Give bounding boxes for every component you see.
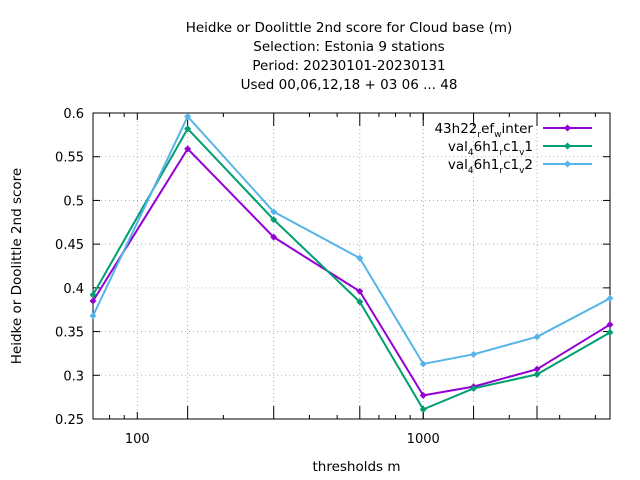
legend-marker: [564, 161, 571, 167]
data-point: [607, 329, 613, 336]
y-tick-label: 0.4: [63, 282, 84, 297]
data-point: [534, 334, 540, 340]
data-point: [271, 217, 277, 223]
x-tick-label: 100: [125, 432, 150, 447]
legend-label-part: 1: [524, 139, 533, 155]
legend-label-subscript: 4: [468, 166, 474, 176]
legend-label-part: 43h22: [434, 121, 477, 137]
data-point: [271, 234, 277, 240]
legend-label-part: 2: [524, 157, 533, 173]
legend-label-subscript: w: [494, 130, 501, 140]
title-line-3: Period: 20230101-20230131: [252, 58, 445, 74]
legend-marker: [564, 143, 571, 149]
legend-label-part: val: [448, 157, 468, 173]
y-tick-label: 0.45: [55, 238, 84, 253]
data-point: [185, 146, 191, 152]
data-point: [185, 126, 191, 132]
legend-label-subscript: r: [499, 148, 503, 158]
data-point: [534, 366, 540, 372]
y-tick-label: 0.25: [55, 413, 84, 428]
series-line: [92, 115, 611, 365]
y-tick-label: 0.55: [55, 151, 84, 166]
legend-marker: [564, 125, 571, 131]
legend-label-part: c1: [503, 139, 519, 155]
title-line-1: Heidke or Doolittle 2nd score for Cloud …: [186, 20, 513, 36]
series-line: [92, 147, 611, 397]
y-axis-label: Heidke or Doolittle 2nd score: [9, 168, 25, 364]
legend-label-part: 6h1: [474, 139, 500, 155]
data-point: [90, 298, 96, 304]
x-tick-label: 1000: [407, 432, 440, 447]
legend-label-subscript: r: [477, 130, 481, 140]
data-point: [420, 361, 426, 367]
data-point: [470, 385, 477, 391]
series-2: [89, 125, 614, 413]
chart-title: Heidke or Doolittle 2nd score for Cloud …: [186, 20, 513, 93]
data-point: [357, 288, 363, 294]
legend-label-subscript: 4: [468, 148, 474, 158]
legend-label: 43h22refwinter: [434, 121, 533, 140]
y-tick-label: 0.6: [63, 107, 84, 122]
data-point: [607, 321, 613, 328]
series-layer: [89, 113, 614, 413]
y-tick-label: 0.5: [63, 194, 84, 209]
data-point: [90, 292, 96, 298]
data-point: [185, 113, 191, 120]
legend-label-subscript: v: [519, 148, 525, 158]
series-3: [89, 113, 614, 368]
legend-label-part: inter: [502, 121, 534, 137]
legend-item-1: 43h22refwinter: [434, 121, 592, 140]
data-point: [420, 406, 426, 412]
title-line-4: Used 00,06,12,18 + 03 06 ... 48: [241, 77, 458, 93]
y-tick-label: 0.3: [63, 369, 84, 384]
legend-label: val46h1rc1v2: [448, 157, 533, 176]
legend-label-part: ef: [481, 121, 495, 137]
data-point: [357, 255, 363, 261]
legend-label-part: 6h1: [474, 157, 500, 173]
y-axis-ticks: 0.25 0.3 0.35 0.4 0.45 0.5 0.55 0.6: [55, 107, 610, 428]
data-point: [534, 371, 540, 378]
data-point: [420, 392, 426, 398]
data-point: [271, 209, 277, 215]
data-point: [90, 313, 96, 319]
x-axis-ticks: 100 1000: [92, 113, 611, 447]
legend-label: val46h1rc1v1: [448, 139, 533, 158]
legend-label-subscript: v: [519, 166, 525, 176]
data-point: [357, 299, 363, 305]
grid: [93, 113, 610, 419]
legend-label-part: val: [448, 139, 468, 155]
title-line-2: Selection: Estonia 9 stations: [253, 39, 444, 55]
data-point: [470, 351, 477, 357]
x-axis-label: thresholds m: [312, 459, 400, 475]
series-1: [89, 145, 614, 399]
legend-label-part: c1: [503, 157, 519, 173]
y-tick-label: 0.35: [55, 326, 84, 341]
plot-frame: [92, 112, 611, 420]
legend-item-2: val46h1rc1v1: [448, 139, 592, 158]
legend-label-subscript: r: [499, 166, 503, 176]
series-line: [92, 127, 611, 411]
legend-item-3: val46h1rc1v2: [448, 157, 592, 176]
data-point: [607, 295, 613, 301]
